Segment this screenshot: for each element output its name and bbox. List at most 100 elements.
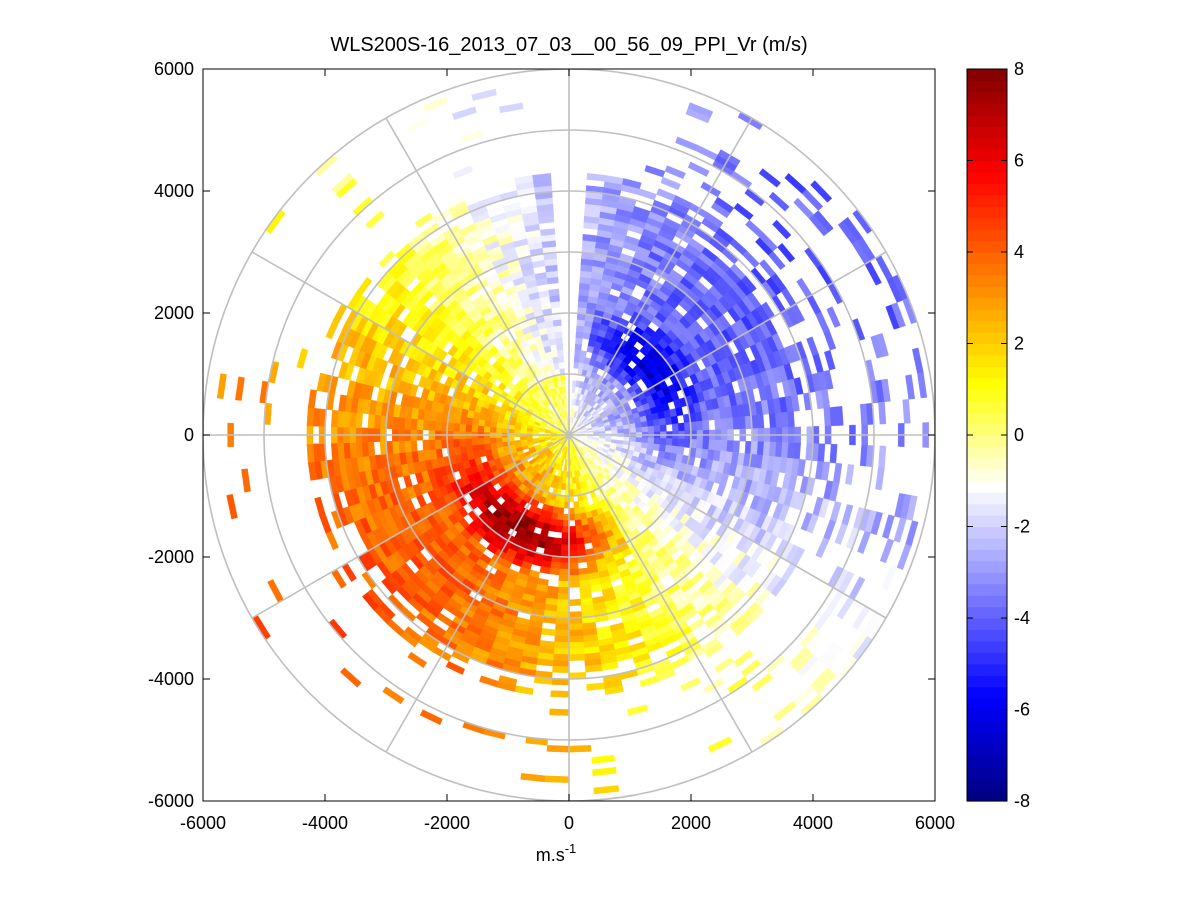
velocity-cell — [330, 409, 339, 428]
velocity-cell — [660, 176, 681, 191]
velocity-cell — [489, 426, 497, 433]
colorbar-step — [967, 492, 1007, 505]
velocity-cell — [641, 426, 649, 433]
colorbar-step — [967, 709, 1007, 722]
velocity-cell — [434, 420, 442, 431]
velocity-cell — [791, 394, 800, 412]
velocity-cell — [582, 233, 598, 242]
velocity-cell — [568, 562, 579, 570]
velocity-cell — [741, 275, 757, 293]
velocity-cell — [556, 513, 564, 521]
velocity-cell — [559, 562, 570, 570]
velocity-cell — [477, 425, 485, 433]
velocity-cell — [817, 443, 826, 463]
velocity-cell — [404, 417, 412, 430]
chart-title: WLS200S-16_2013_07_03__00_56_09_PPI_Vr (… — [330, 34, 807, 56]
velocity-cell — [768, 191, 790, 212]
velocity-cell — [815, 537, 830, 559]
velocity-cell — [708, 439, 716, 451]
colorbar-step — [967, 366, 1007, 379]
velocity-cell — [489, 442, 498, 450]
velocity-cell — [459, 438, 467, 447]
colorbar-step — [967, 332, 1007, 345]
velocity-cell — [622, 178, 642, 189]
velocity-cell — [704, 212, 724, 228]
velocity-cell — [550, 350, 559, 358]
velocity-cell — [550, 690, 570, 698]
colorbar-step — [967, 183, 1007, 196]
colorbar-step — [967, 217, 1007, 230]
velocity-cell — [878, 401, 887, 425]
velocity-cell — [556, 349, 564, 357]
velocity-cell — [801, 189, 824, 211]
velocity-cell — [829, 443, 838, 464]
velocity-cell — [465, 444, 474, 454]
velocity-cell — [896, 544, 912, 571]
colorbar-step — [967, 423, 1007, 436]
colorbar-step — [967, 698, 1007, 711]
velocity-cell — [489, 437, 497, 444]
velocity-cell — [824, 349, 836, 371]
velocity-cell — [881, 378, 891, 403]
velocity-cell — [483, 425, 491, 433]
velocity-cell — [687, 161, 710, 177]
velocity-cell — [477, 437, 485, 445]
velocity-cell — [410, 440, 418, 452]
velocity-cell — [391, 416, 400, 430]
velocity-cell — [583, 536, 593, 544]
colorbar-step — [967, 103, 1007, 116]
colorbar-tick-label: -6 — [1014, 700, 1030, 720]
velocity-cell — [568, 538, 577, 546]
velocity-cell — [732, 440, 740, 454]
colorbar-tick-label: -8 — [1014, 791, 1030, 811]
colorbar-step — [967, 263, 1007, 276]
colorbar-step — [967, 480, 1007, 493]
y-tick-label: -2000 — [148, 547, 194, 567]
velocity-cell — [558, 580, 570, 588]
velocity-cell — [806, 513, 819, 534]
velocity-cell — [917, 372, 928, 399]
velocity-cell — [558, 361, 565, 369]
velocity-cell — [549, 708, 570, 716]
velocity-cell — [879, 538, 895, 564]
plot-area — [203, 69, 935, 801]
y-tick-label: 0 — [184, 425, 194, 445]
velocity-cell — [557, 507, 565, 515]
velocity-cell — [579, 350, 588, 358]
velocity-cell — [652, 418, 661, 427]
colorbar-step — [967, 606, 1007, 619]
velocity-cell — [519, 436, 527, 441]
velocity-cell — [659, 424, 667, 433]
velocity-cell — [720, 440, 728, 452]
velocity-cell — [574, 513, 582, 521]
velocity-cell — [720, 418, 728, 430]
velocity-cell — [635, 437, 643, 443]
velocity-cell — [574, 519, 582, 527]
velocity-cell — [578, 288, 590, 297]
velocity-cell — [696, 439, 704, 450]
velocity-cell — [330, 442, 339, 461]
velocity-cell — [495, 441, 504, 448]
velocity-cell — [552, 543, 562, 551]
colorbar-step — [967, 789, 1007, 802]
colorbar-step — [967, 675, 1007, 688]
velocity-cell — [665, 438, 673, 447]
velocity-cell — [835, 406, 844, 426]
velocity-cell — [568, 647, 585, 655]
velocity-cell — [578, 506, 586, 514]
velocity-cell — [676, 446, 685, 456]
velocity-cell — [553, 325, 563, 333]
velocity-cell — [756, 414, 765, 429]
velocity-cell — [738, 416, 747, 430]
velocity-cell — [575, 525, 583, 533]
velocity-cell — [434, 439, 442, 450]
x-tick-label: -4000 — [302, 813, 348, 833]
velocity-cell — [714, 418, 722, 431]
velocity-cell — [465, 416, 474, 426]
colorbar-step — [967, 629, 1007, 642]
velocity-cell — [670, 415, 679, 425]
velocity-cell — [471, 437, 479, 446]
velocity-cell — [575, 337, 583, 345]
velocity-cell — [422, 419, 430, 431]
colorbar-step — [967, 595, 1007, 608]
